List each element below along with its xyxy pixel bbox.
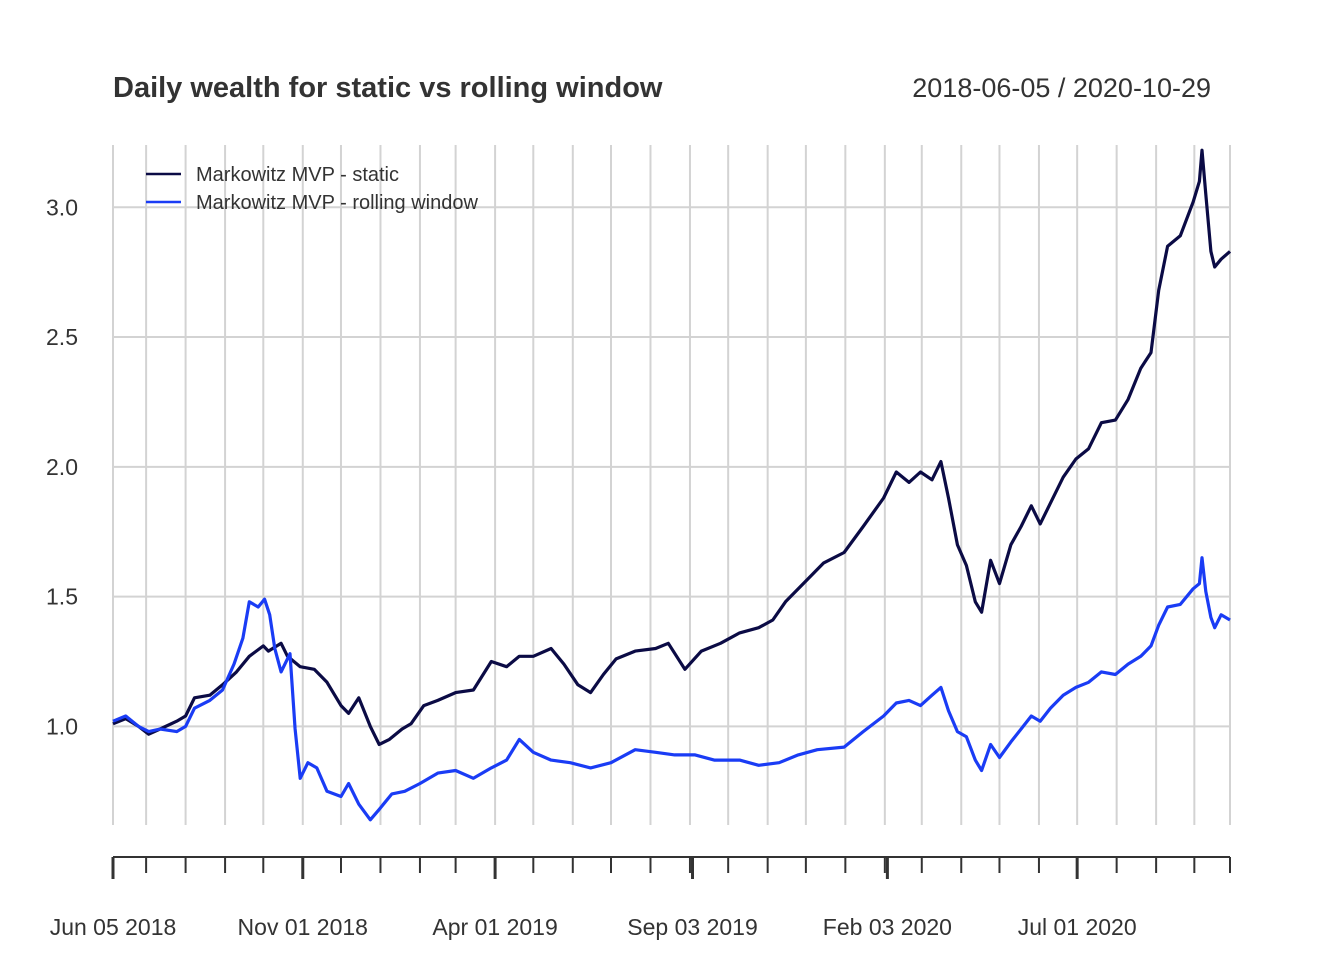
x-tick-label: Nov 01 2018 — [238, 914, 368, 940]
date-range-label: 2018-06-05 / 2020-10-29 — [912, 73, 1211, 103]
x-tick-label: Jun 05 2018 — [50, 914, 177, 940]
gridlines — [112, 145, 1231, 825]
x-tick-label: Sep 03 2019 — [627, 914, 757, 940]
chart-title: Daily wealth for static vs rolling windo… — [113, 72, 663, 104]
y-tick-label: 3.0 — [46, 194, 78, 220]
y-tick-label: 1.5 — [46, 584, 78, 610]
legend: Markowitz MVP - static Markowitz MVP - ro… — [146, 164, 478, 214]
x-axis: Jun 05 2018 Nov 01 2018 Apr 01 2019 Sep 03 … — [50, 856, 1231, 940]
x-tick-label: Apr 01 2019 — [432, 914, 557, 940]
y-tick-label: 2.0 — [46, 454, 78, 480]
legend-label: Markowitz MVP - rolling window — [196, 192, 478, 214]
x-tick-label: Feb 03 2020 — [823, 914, 952, 940]
x-tick-label: Jul 01 2020 — [1018, 914, 1137, 940]
y-axis: 1.0 1.5 2.0 2.5 3.0 — [46, 194, 78, 739]
legend-label: Markowitz MVP - static — [196, 164, 399, 186]
series-line-static — [112, 148, 1232, 747]
series-lines — [112, 148, 1232, 822]
y-tick-label: 2.5 — [46, 324, 78, 350]
series-line-rolling-window — [112, 556, 1231, 822]
y-tick-label: 1.0 — [46, 713, 78, 739]
